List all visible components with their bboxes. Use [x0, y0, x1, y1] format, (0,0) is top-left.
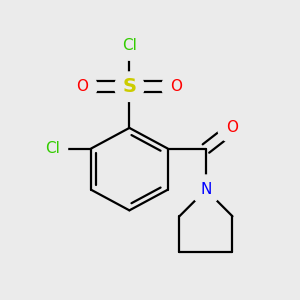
Circle shape [191, 175, 221, 205]
Text: N: N [200, 182, 211, 197]
Circle shape [68, 72, 97, 101]
Text: Cl: Cl [122, 38, 137, 53]
Text: O: O [226, 120, 238, 135]
Text: S: S [122, 77, 136, 96]
Text: O: O [76, 79, 88, 94]
Text: O: O [170, 79, 182, 94]
Text: Cl: Cl [45, 141, 60, 156]
Circle shape [162, 72, 191, 101]
Circle shape [115, 31, 144, 60]
Circle shape [38, 134, 68, 163]
Circle shape [115, 72, 144, 101]
Circle shape [218, 113, 247, 142]
